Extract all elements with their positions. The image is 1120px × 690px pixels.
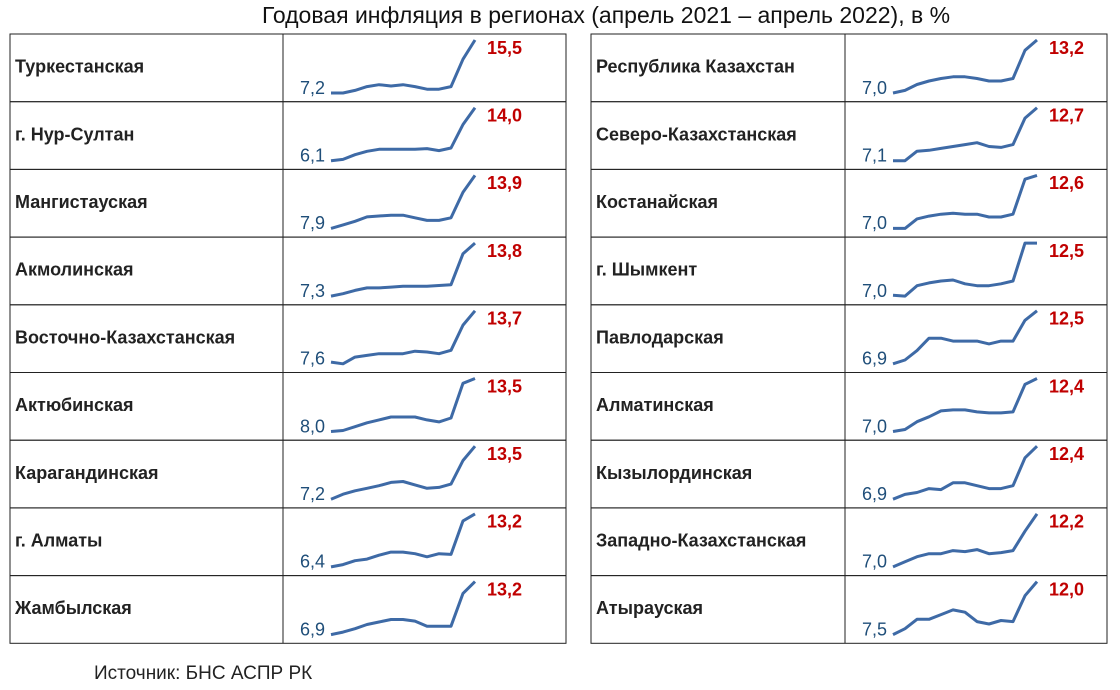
region-name: Мангистауская bbox=[15, 192, 148, 212]
title: Годовая инфляция в регионах (апрель 2021… bbox=[262, 2, 950, 28]
region-name: Восточно-Казахстанская bbox=[15, 327, 235, 347]
first-value-label: 7,0 bbox=[862, 213, 887, 233]
sparkline bbox=[893, 106, 1038, 163]
first-value-label: 7,9 bbox=[300, 213, 325, 233]
sparkline bbox=[330, 309, 477, 366]
region-name: Северо-Казахстанская bbox=[596, 124, 797, 144]
last-value-label: 12,2 bbox=[1049, 512, 1084, 532]
sparkline bbox=[893, 173, 1038, 230]
last-value-label: 14,0 bbox=[487, 105, 522, 125]
first-value-label: 7,0 bbox=[862, 552, 887, 572]
last-value-label: 12,5 bbox=[1049, 241, 1084, 261]
sparkline bbox=[330, 512, 476, 569]
last-value-label: 13,5 bbox=[487, 444, 522, 464]
first-value-label: 6,9 bbox=[862, 349, 887, 369]
region-name: Жамбылская bbox=[14, 598, 132, 618]
region-name: Республика Казахстан bbox=[596, 57, 795, 77]
last-value-label: 13,2 bbox=[487, 579, 522, 599]
region-name: Кызылординская bbox=[596, 463, 752, 483]
first-value-label: 7,5 bbox=[862, 619, 887, 639]
last-value-label: 12,4 bbox=[1049, 376, 1084, 396]
last-value-label: 12,4 bbox=[1049, 444, 1084, 464]
region-name: Карагандинская bbox=[15, 463, 159, 483]
region-name: г. Нур-Султан bbox=[15, 124, 134, 144]
sparkline bbox=[892, 377, 1038, 433]
region-name: Туркестанская bbox=[15, 57, 144, 77]
source: Источник: БНС АСПР РК bbox=[94, 663, 312, 684]
sparkline bbox=[892, 445, 1039, 501]
sparkline bbox=[892, 513, 1039, 569]
sparkline bbox=[892, 38, 1038, 95]
first-value-label: 7,3 bbox=[300, 281, 325, 301]
sparkline bbox=[330, 106, 477, 163]
region-name: Костанайская bbox=[596, 192, 718, 212]
first-value-label: 7,6 bbox=[300, 349, 325, 369]
first-value-label: 7,2 bbox=[300, 484, 325, 504]
first-value-label: 7,1 bbox=[862, 145, 887, 165]
region-name: Актюбинская bbox=[15, 395, 134, 415]
region-name: Атырауская bbox=[596, 598, 703, 618]
sparkline bbox=[892, 241, 1037, 298]
last-value-label: 12,6 bbox=[1049, 173, 1084, 193]
sparkline bbox=[330, 580, 477, 637]
first-value-label: 7,0 bbox=[862, 78, 887, 98]
region-name: Западно-Казахстанская bbox=[596, 531, 806, 551]
last-value-label: 15,5 bbox=[487, 38, 522, 58]
last-value-label: 13,5 bbox=[487, 376, 522, 396]
sparkline bbox=[330, 445, 477, 501]
sparkline bbox=[892, 309, 1038, 366]
region-name: г. Шымкент bbox=[596, 260, 697, 280]
last-value-label: 13,7 bbox=[487, 309, 522, 329]
cell-border bbox=[590, 575, 1108, 644]
sparkline bbox=[892, 580, 1039, 636]
region-name: Акмолинская bbox=[15, 260, 134, 280]
first-value-label: 8,0 bbox=[300, 416, 325, 436]
first-value-label: 7,0 bbox=[862, 416, 887, 436]
cell-border bbox=[9, 575, 567, 644]
sparkline bbox=[330, 241, 476, 298]
sparkline bbox=[330, 377, 476, 433]
last-value-label: 12,0 bbox=[1049, 579, 1084, 599]
region-name: Павлодарская bbox=[596, 327, 724, 347]
first-value-label: 7,0 bbox=[862, 281, 887, 301]
first-value-label: 7,2 bbox=[300, 78, 325, 98]
region-name: Алматинская bbox=[596, 395, 714, 415]
first-value-label: 6,9 bbox=[862, 484, 887, 504]
last-value-label: 13,2 bbox=[1049, 38, 1084, 58]
last-value-label: 13,9 bbox=[487, 173, 522, 193]
last-value-label: 12,7 bbox=[1049, 105, 1084, 125]
last-value-label: 13,8 bbox=[487, 241, 522, 261]
last-value-label: 13,2 bbox=[487, 512, 522, 532]
first-value-label: 6,4 bbox=[300, 552, 325, 572]
region-name: г. Алматы bbox=[15, 531, 102, 551]
first-value-label: 6,1 bbox=[300, 145, 325, 165]
sparkline bbox=[331, 39, 477, 95]
sparkline bbox=[330, 174, 477, 230]
first-value-label: 6,9 bbox=[300, 619, 325, 639]
last-value-label: 12,5 bbox=[1049, 309, 1084, 329]
